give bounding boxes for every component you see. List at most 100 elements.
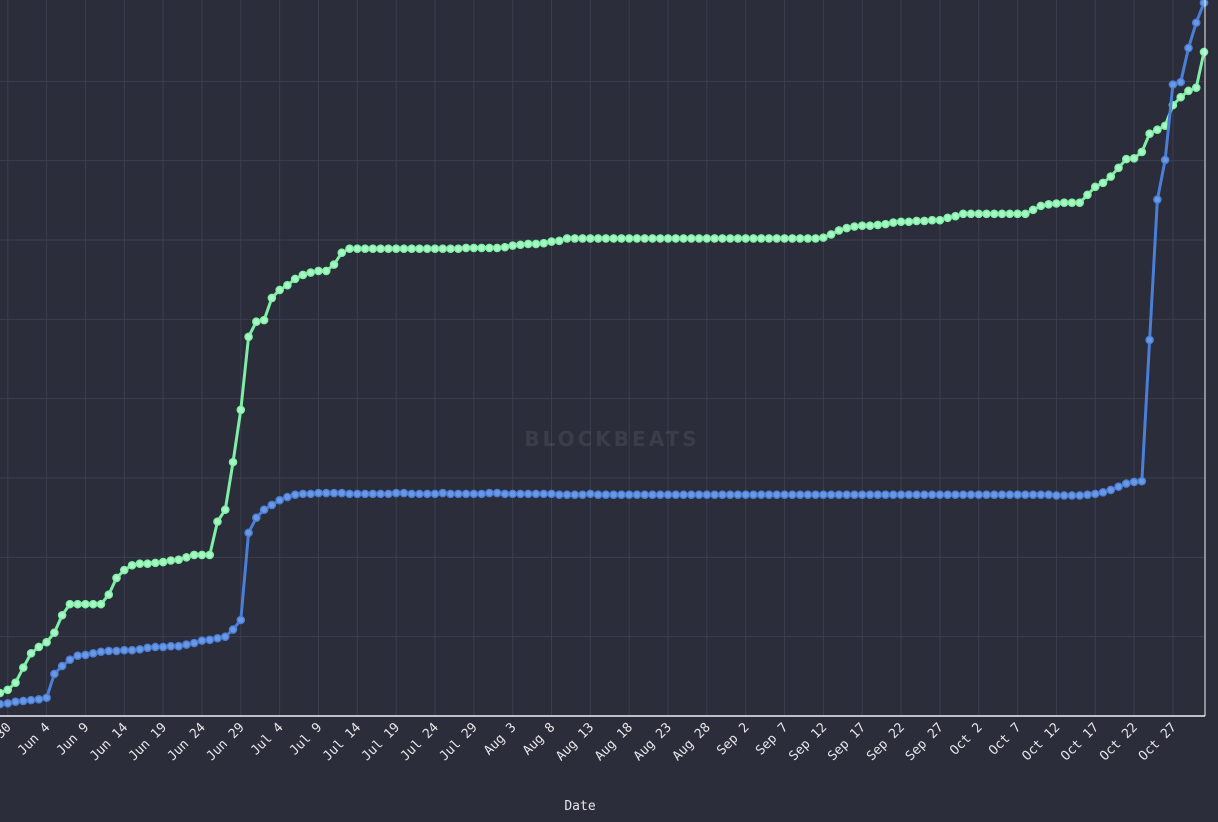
point-marker <box>1191 83 1201 92</box>
point-marker <box>687 490 696 499</box>
point-marker <box>1137 147 1147 157</box>
point-marker <box>539 238 549 248</box>
point-marker <box>1005 490 1015 499</box>
point-marker <box>446 244 455 254</box>
point-marker <box>391 244 401 254</box>
point-marker <box>982 490 991 499</box>
point-marker <box>609 234 618 243</box>
point-marker <box>422 244 432 254</box>
point-marker <box>819 233 828 242</box>
point-marker <box>1005 209 1015 219</box>
point-marker <box>26 649 36 658</box>
point-marker <box>337 248 347 257</box>
point-marker <box>756 490 766 499</box>
point-marker <box>1153 195 1162 204</box>
point-marker <box>857 490 867 499</box>
point-marker <box>314 488 323 498</box>
point-marker <box>96 647 106 657</box>
point-marker <box>189 638 199 648</box>
point-marker <box>275 285 284 295</box>
point-marker <box>935 215 945 225</box>
point-marker <box>158 557 168 567</box>
point-marker <box>353 244 362 254</box>
point-marker <box>88 599 98 609</box>
point-marker <box>19 696 28 706</box>
point-marker <box>112 573 121 583</box>
point-marker <box>764 490 774 499</box>
point-marker <box>927 490 937 499</box>
point-marker <box>345 244 354 254</box>
point-marker <box>834 226 844 235</box>
point-marker <box>710 234 719 243</box>
point-marker <box>586 489 595 499</box>
point-marker <box>655 490 665 499</box>
point-marker <box>399 488 409 498</box>
point-marker <box>485 243 494 253</box>
point-marker <box>1114 482 1123 492</box>
point-marker <box>1098 178 1108 188</box>
point-marker <box>127 645 137 655</box>
point-marker <box>733 234 743 243</box>
point-marker <box>974 209 984 219</box>
point-marker <box>1137 476 1147 486</box>
point-marker <box>1028 490 1038 499</box>
point-marker <box>1059 198 1069 208</box>
point-marker <box>570 234 580 243</box>
point-marker <box>220 505 230 515</box>
point-marker <box>601 490 611 499</box>
point-marker <box>578 234 587 243</box>
point-marker <box>655 234 665 243</box>
point-marker <box>213 517 222 526</box>
point-marker <box>741 490 751 499</box>
point-marker <box>337 488 347 498</box>
point-marker <box>1184 43 1193 53</box>
point-marker <box>516 240 525 250</box>
point-marker <box>205 550 215 560</box>
point-marker <box>694 490 704 499</box>
point-marker <box>578 490 587 499</box>
point-marker <box>702 490 712 499</box>
point-marker <box>469 243 479 253</box>
point-marker <box>702 234 712 243</box>
point-marker <box>1083 490 1092 499</box>
point-marker <box>819 490 828 499</box>
point-marker <box>1021 490 1030 499</box>
point-marker <box>399 244 409 254</box>
point-marker <box>811 490 820 499</box>
point-marker <box>81 599 90 609</box>
point-marker <box>749 490 758 499</box>
point-marker <box>34 642 44 652</box>
point-marker <box>500 242 510 252</box>
point-marker <box>353 489 362 499</box>
point-marker <box>679 234 688 243</box>
point-marker <box>135 645 145 654</box>
point-marker <box>811 234 820 243</box>
point-marker <box>570 490 580 499</box>
point-marker <box>1145 129 1154 138</box>
point-marker <box>50 628 59 638</box>
point-marker <box>1199 0 1209 8</box>
point-marker <box>485 488 494 498</box>
point-marker <box>205 635 215 645</box>
point-marker <box>469 489 479 499</box>
point-marker <box>772 234 782 243</box>
point-marker <box>663 490 673 499</box>
point-marker <box>42 637 51 647</box>
point-marker <box>73 651 82 661</box>
point-marker <box>42 693 51 703</box>
point-marker <box>197 550 207 560</box>
point-marker <box>617 234 626 243</box>
point-marker <box>850 490 859 499</box>
point-marker <box>966 209 976 219</box>
point-marker <box>1052 199 1061 208</box>
point-marker <box>1075 198 1085 208</box>
point-marker <box>663 234 673 243</box>
point-marker <box>112 646 121 656</box>
point-marker <box>143 559 152 568</box>
point-marker <box>438 488 448 498</box>
point-marker <box>1067 491 1077 500</box>
point-marker <box>57 661 67 671</box>
point-marker <box>3 699 13 708</box>
point-marker <box>1013 209 1022 219</box>
watermark: BLOCKBEATS <box>524 427 699 451</box>
